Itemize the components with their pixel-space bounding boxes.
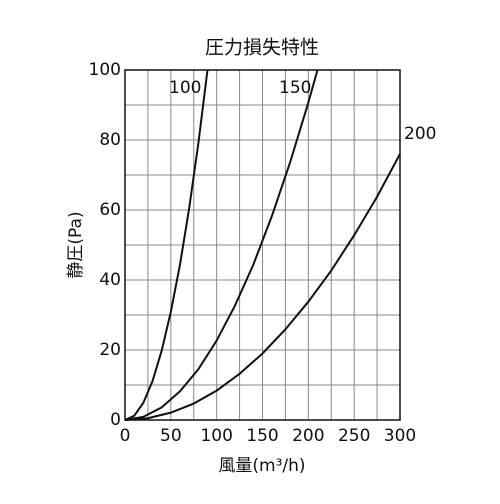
chart-title: 圧力損失特性 xyxy=(205,37,319,59)
plot-frame xyxy=(124,69,401,421)
x-tick-label: 100 xyxy=(200,426,232,446)
x-tick-label: 250 xyxy=(338,426,370,446)
x-axis-label: 風量(m³/h) xyxy=(218,456,305,476)
y-tick-label: 100 xyxy=(89,60,121,80)
curve xyxy=(124,69,209,421)
x-tick-label: 300 xyxy=(384,426,416,446)
curve xyxy=(124,69,319,421)
x-tick-label: 0 xyxy=(120,426,131,446)
y-tick-label: 40 xyxy=(99,270,121,290)
series-label: 200 xyxy=(404,124,436,144)
x-tick-label: 200 xyxy=(292,426,324,446)
y-tick-label: 0 xyxy=(110,410,121,430)
x-tick-label: 50 xyxy=(160,426,182,446)
y-tick-label: 80 xyxy=(99,130,121,150)
y-axis-label: 静圧(Pa) xyxy=(66,211,86,278)
x-tick-label: 150 xyxy=(246,426,278,446)
series-label: 150 xyxy=(279,78,311,98)
series-label: 100 xyxy=(169,78,201,98)
y-tick-label: 20 xyxy=(99,340,121,360)
curve xyxy=(124,153,401,421)
y-tick-label: 60 xyxy=(99,200,121,220)
